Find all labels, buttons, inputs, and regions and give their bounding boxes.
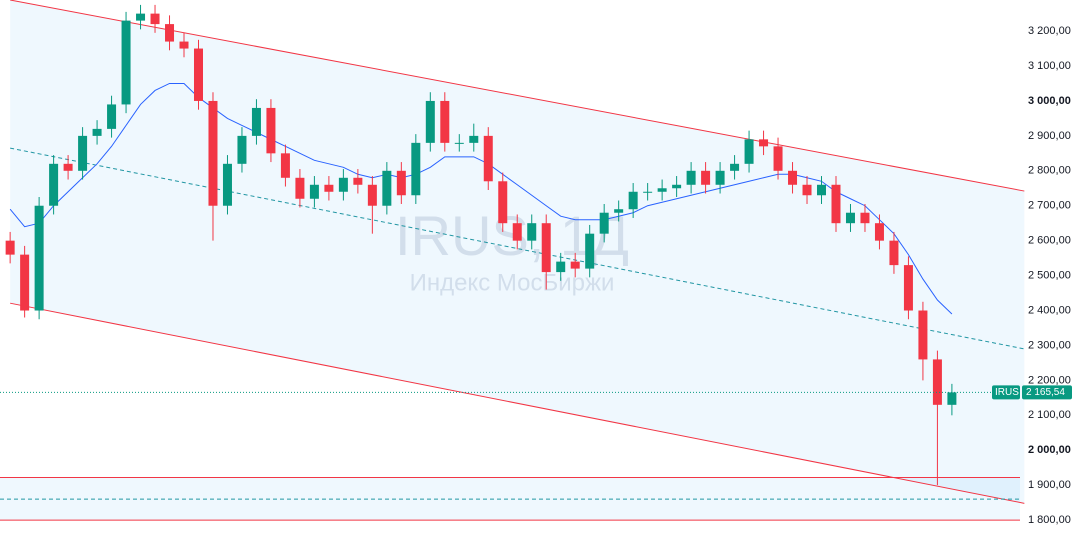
y-tick-label: 1 900,00 <box>1028 479 1071 491</box>
candle-body <box>701 170 711 185</box>
channel-lower <box>10 302 1025 504</box>
y-tick-label: 2 200,00 <box>1028 374 1071 386</box>
candle-body <box>367 184 377 206</box>
price-tag <box>1022 385 1072 400</box>
candle-body <box>730 163 740 171</box>
channel-middle <box>10 147 1025 350</box>
candle-body <box>34 205 44 311</box>
candle-body <box>831 184 841 224</box>
candle-body <box>92 128 102 136</box>
candle-body <box>425 100 435 143</box>
candle-body <box>788 170 798 185</box>
candle-body <box>628 191 638 210</box>
candle-body <box>672 184 682 189</box>
candle-body <box>353 177 363 185</box>
y-tick-label: 2 700,00 <box>1028 200 1071 212</box>
candle-body <box>121 20 131 105</box>
candle-body <box>903 265 913 311</box>
candle-body <box>222 163 232 206</box>
y-tick-label: 3 000,00 <box>1028 95 1071 107</box>
candle-body <box>773 146 783 171</box>
candle-body <box>454 142 464 144</box>
candle-body <box>107 104 117 129</box>
y-tick-label: 1 800,00 <box>1028 514 1071 526</box>
candle-body <box>165 24 175 42</box>
y-tick-label: 2 400,00 <box>1028 304 1071 316</box>
candle-body <box>657 188 667 192</box>
candle-body <box>309 184 319 199</box>
price-tag-ticker-text: IRUS <box>995 387 1019 398</box>
y-tick-label: 2 500,00 <box>1028 269 1071 281</box>
candle-body <box>49 163 59 206</box>
channel-upper <box>10 0 1025 192</box>
watermark-subtitle: Индекс МосБиржи <box>410 269 615 296</box>
candle-body <box>324 184 334 192</box>
candle-body <box>556 261 566 273</box>
candle-body <box>585 233 595 269</box>
candle-body <box>5 240 15 255</box>
candle-body <box>78 135 88 171</box>
candle-body <box>889 240 899 266</box>
candle-body <box>382 170 392 206</box>
candle-body <box>179 41 189 49</box>
candle-body <box>295 177 305 199</box>
y-tick-label: 2 800,00 <box>1028 165 1071 177</box>
candle-body <box>63 163 73 171</box>
candle-body <box>498 181 508 224</box>
candle-body <box>20 254 30 311</box>
candle-body <box>150 13 160 25</box>
candle-body <box>280 153 290 178</box>
candle-body <box>469 135 479 143</box>
candle-body <box>266 107 276 154</box>
y-tick-label: 2 900,00 <box>1028 130 1071 142</box>
candle-body <box>512 223 522 241</box>
candle-body <box>715 170 725 185</box>
candle-body <box>860 212 870 224</box>
channel-fill <box>10 0 1025 504</box>
price-tag-ticker <box>992 385 1020 400</box>
candle-body <box>527 223 537 241</box>
candle-body <box>440 100 450 143</box>
price-tag-text: 2 165,54 <box>1026 387 1065 398</box>
candle-body <box>874 223 884 241</box>
candle-body <box>208 100 218 206</box>
level-band <box>0 477 1020 521</box>
candle-body <box>817 184 827 196</box>
y-tick-label: 3 200,00 <box>1028 25 1071 37</box>
candle-body <box>136 13 146 21</box>
candle-body <box>338 177 348 192</box>
candle-body <box>483 135 493 182</box>
y-tick-label: 2 100,00 <box>1028 409 1071 421</box>
y-tick-label: 2 000,00 <box>1028 444 1071 456</box>
y-tick-label: 2 600,00 <box>1028 235 1071 247</box>
candle-body <box>251 107 261 136</box>
candle-body <box>918 310 928 360</box>
candle-body <box>686 170 696 185</box>
candle-body <box>744 139 754 164</box>
candle-body <box>932 359 942 405</box>
candle-body <box>845 212 855 224</box>
candle-body <box>599 212 609 234</box>
candle-body <box>643 191 653 193</box>
candle-body <box>802 184 812 196</box>
candle-body <box>570 261 580 269</box>
candle-body <box>947 392 957 405</box>
candle-body <box>759 139 769 147</box>
candle-body <box>237 135 247 164</box>
y-tick-label: 3 100,00 <box>1028 60 1071 72</box>
candle-body <box>541 223 551 273</box>
candle-body <box>396 170 406 196</box>
candle-body <box>193 48 203 101</box>
candle-body <box>614 209 624 213</box>
y-tick-label: 2 300,00 <box>1028 339 1071 351</box>
candle-body <box>411 142 421 196</box>
